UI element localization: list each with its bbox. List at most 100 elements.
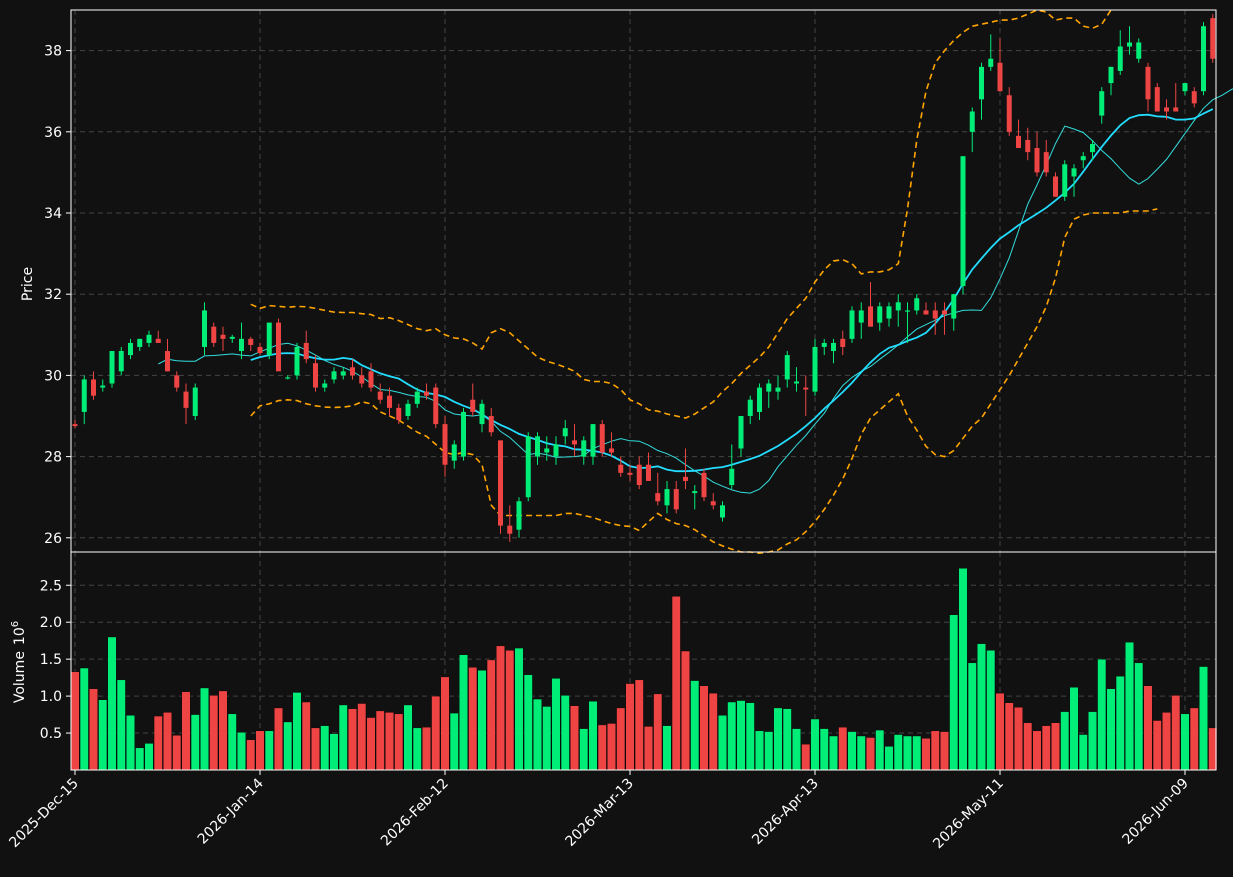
- candle-body: [451, 444, 457, 461]
- candle-body: [535, 436, 540, 457]
- candle-body: [895, 302, 901, 311]
- candle-body: [183, 391, 189, 408]
- candle-body: [1127, 42, 1132, 47]
- volume-bar: [1032, 730, 1042, 771]
- candle-body: [979, 66, 984, 100]
- volume-bar: [1069, 687, 1079, 771]
- volume-bar: [190, 714, 200, 771]
- volume-bar: [551, 678, 561, 771]
- candle-body: [257, 346, 263, 354]
- volume-bar: [172, 735, 182, 771]
- lower-band-line: [250, 208, 1158, 555]
- candle-body: [1071, 168, 1077, 177]
- candle-body: [581, 440, 587, 457]
- candle-body: [997, 62, 1003, 92]
- candle-body: [211, 326, 217, 343]
- price-tick-label: 30: [44, 368, 62, 384]
- candle-body: [331, 371, 337, 380]
- volume-bar: [486, 659, 496, 771]
- candle-body: [91, 379, 96, 396]
- volume-bar: [200, 687, 209, 771]
- volume-bar: [977, 643, 986, 771]
- volume-bar: [477, 670, 487, 771]
- candle-body: [969, 111, 975, 132]
- volume-bar: [329, 733, 339, 771]
- candle-body: [960, 156, 966, 287]
- candle-body: [803, 387, 809, 390]
- volume-label-word: Volume: [12, 651, 28, 703]
- candle-body: [618, 464, 624, 473]
- volume-bar: [662, 725, 672, 771]
- volume-bar: [1199, 666, 1208, 771]
- candle-body: [414, 391, 420, 404]
- candle-body: [1154, 87, 1160, 112]
- candle-body: [313, 363, 318, 388]
- volume-bar: [496, 645, 505, 771]
- volume-bar: [320, 725, 330, 771]
- candle-body: [442, 424, 448, 465]
- volume-bar: [144, 743, 154, 771]
- candle-body: [368, 371, 374, 388]
- candle-body: [775, 387, 781, 392]
- candle-body: [821, 342, 827, 347]
- volume-bar: [523, 674, 533, 771]
- volume-bar: [875, 729, 885, 771]
- volume-bar: [810, 718, 820, 771]
- candle-body: [710, 501, 716, 506]
- candle-body: [951, 294, 957, 319]
- volume-bar: [1180, 713, 1190, 771]
- candle-body: [729, 468, 735, 486]
- candle-body: [923, 310, 929, 315]
- volume-bar: [708, 692, 718, 771]
- candle-body: [498, 440, 503, 526]
- volume-tick-label: 1.5: [40, 652, 62, 668]
- volume-bar: [542, 706, 552, 771]
- volume-bar: [690, 680, 700, 771]
- candle-body: [202, 310, 207, 347]
- candle-body: [1006, 95, 1012, 132]
- candle-body: [840, 338, 846, 347]
- volume-bar: [625, 683, 635, 771]
- candle-body: [266, 322, 272, 356]
- volume-bar: [459, 654, 468, 771]
- candle-body: [1043, 152, 1049, 173]
- volume-bar: [801, 743, 811, 771]
- candle-body: [553, 444, 559, 457]
- candle-body: [1080, 156, 1086, 161]
- candle-body: [516, 501, 522, 530]
- candle-body: [877, 306, 883, 323]
- volume-bar: [1143, 685, 1153, 771]
- candle-body: [757, 387, 762, 412]
- candle-body: [1062, 164, 1068, 197]
- price-tick-label: 28: [44, 450, 62, 466]
- price-axis-label: Price: [20, 267, 36, 301]
- candle-body: [766, 383, 772, 392]
- volume-bar: [357, 703, 367, 771]
- candle-body: [350, 367, 355, 376]
- volume-bar: [348, 708, 357, 771]
- volume-bar: [385, 712, 394, 771]
- volume-bar: [940, 731, 949, 771]
- candle-body: [701, 472, 707, 498]
- candle-body: [572, 440, 577, 445]
- candle-body: [128, 342, 133, 356]
- volume-bar: [403, 704, 413, 771]
- candle-body: [646, 464, 651, 481]
- candle-body: [627, 472, 633, 475]
- volume-bar: [1134, 662, 1144, 771]
- volume-bar: [126, 715, 135, 771]
- volume-exponent: 6: [10, 621, 21, 627]
- candle-body: [461, 411, 466, 457]
- volume-bar: [755, 730, 764, 771]
- volume-bar: [237, 732, 246, 771]
- volume-bar: [644, 726, 653, 771]
- volume-bar: [949, 614, 959, 771]
- candle-body: [81, 379, 87, 412]
- candle-body: [562, 428, 568, 437]
- volume-bar: [274, 707, 283, 771]
- candle-body: [340, 371, 346, 376]
- volume-bar: [412, 727, 422, 771]
- volume-bar: [79, 667, 89, 771]
- candle-body: [479, 403, 485, 425]
